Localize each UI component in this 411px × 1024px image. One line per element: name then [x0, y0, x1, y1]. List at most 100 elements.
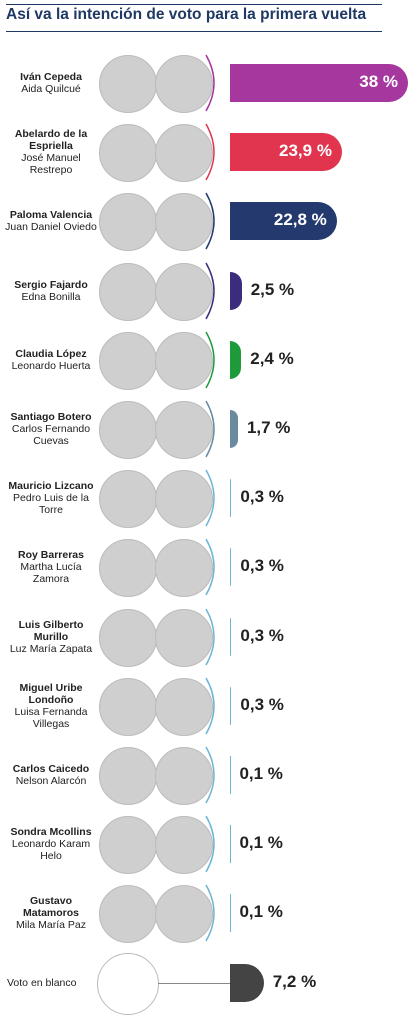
photo [99, 470, 157, 529]
candidate-names: Abelardo de la Espriella José Manuel Rest… [2, 117, 100, 187]
bracket-arc [205, 746, 215, 804]
bracket [205, 885, 215, 942]
running-mate-name: Pedro Luis de la Torre [13, 492, 89, 517]
photo [155, 816, 213, 875]
running-mate-name: Aida Quilcué [21, 83, 81, 95]
value-label: 38 % [359, 72, 398, 91]
bar [230, 617, 232, 656]
blank-circle [97, 952, 159, 1015]
candidate-names: Sondra Mcollins Leonardo Karam Helo [2, 809, 100, 879]
candidate-name: Abelardo de la Espriella [14, 128, 88, 153]
bracket-arc [205, 885, 215, 942]
value-label: 0,1 % [239, 902, 283, 922]
bar [230, 271, 242, 310]
bracket-arc [205, 400, 215, 458]
bracket-arc [205, 677, 215, 735]
candidate-names: Voto en blanco [7, 948, 105, 1018]
candidate-names: Luis Gilberto Murillo Luz María Zapata [2, 602, 100, 672]
candidate-name: Paloma Valencia [9, 209, 93, 222]
bracket-arc [205, 331, 215, 389]
value-label: 0,3 % [240, 556, 284, 576]
photo [99, 193, 157, 252]
candidate-name: Santiago Botero [10, 411, 92, 423]
photo [155, 55, 213, 113]
value-label: 23,9 % [279, 141, 332, 161]
candidate-name: Claudia López [15, 347, 87, 360]
candidate-name: Sergio Fajardo [14, 278, 88, 291]
bracket-arc [205, 815, 215, 873]
photo [155, 885, 213, 944]
photo [155, 193, 213, 252]
bar [230, 410, 238, 448]
running-mate-name: Martha Lucía Zamora [20, 561, 82, 586]
value-label: 0,3 % [240, 694, 284, 714]
photo [155, 262, 213, 321]
candidate-name: Sondra Mcollins [10, 826, 92, 839]
connector [158, 982, 230, 984]
top-rule [6, 4, 382, 5]
photo [155, 401, 213, 459]
chart-title: Así va la intención de voto para la prim… [6, 6, 367, 23]
candidate-names: Sergio Fajardo Edna Bonilla [2, 256, 100, 326]
candidate-name: Roy Barreras [18, 549, 84, 562]
photo [99, 401, 157, 459]
bar [230, 133, 342, 172]
running-mate-name: Carlos Fernando Cuevas [11, 423, 91, 447]
bracket [205, 746, 215, 804]
candidate-names: Carlos Caicedo Nelson Alarcón [2, 740, 100, 810]
bar [230, 963, 264, 1002]
candidate-names: Paloma Valencia Juan Daniel Oviedo [2, 186, 100, 256]
running-mate-name: Nelson Alarcón [15, 775, 87, 787]
bracket [205, 539, 215, 596]
running-mate-name: Mila María Paz [15, 919, 87, 932]
photo [99, 608, 157, 667]
candidate-name: Miguel Uribe Londoño [19, 681, 83, 706]
candidate-names: Claudia López Leonardo Huerta [2, 325, 100, 395]
bracket [205, 54, 215, 112]
candidate-name: Gustavo Matamoros [22, 895, 79, 920]
title-rule [6, 31, 382, 32]
candidate-name: Mauricio Lizcano [8, 480, 94, 493]
candidate-names: Mauricio Lizcano Pedro Luis de la Torre [2, 463, 100, 533]
bracket [205, 193, 215, 250]
running-mate-name: José Manuel Restrepo [21, 152, 81, 177]
bar [230, 479, 232, 518]
photo [99, 816, 157, 875]
photo [155, 539, 213, 598]
photo [155, 470, 213, 529]
candidate-names: Iván Cepeda Aida Quilcué [2, 48, 100, 118]
value-label: 1,7 % [246, 418, 291, 437]
value-label: 2,4 % [250, 348, 294, 368]
photo [99, 262, 157, 321]
bar [230, 202, 337, 241]
photo [155, 124, 213, 183]
running-mate-name: Leonardo Huerta [11, 359, 91, 372]
running-mate-name: Luisa Fernanda Villegas [14, 705, 88, 730]
candidate-name: Luis Gilberto Murillo [18, 618, 84, 643]
photo [155, 608, 213, 667]
photo [99, 539, 157, 598]
value-label: 2,5 % [250, 279, 295, 299]
running-mate-name: Edna Bonilla [21, 290, 81, 303]
photo [99, 677, 157, 736]
candidate-name: Iván Cepeda [20, 71, 82, 83]
photo [99, 124, 157, 183]
value-label: 0,3 % [240, 625, 284, 645]
running-mate-name: Leonardo Karam Helo [11, 838, 91, 863]
value-label: 0,1 % [239, 764, 283, 783]
candidate-names: Gustavo Matamoros Mila María Paz [2, 878, 100, 948]
photo [99, 331, 157, 390]
category-name: Voto en blanco [7, 976, 77, 989]
value-label: 7,2 % [272, 971, 317, 991]
photo [155, 747, 213, 805]
bracket-arc [205, 539, 215, 596]
photo [155, 677, 213, 736]
photo [155, 331, 213, 390]
bar [230, 548, 232, 587]
running-mate-name: Juan Daniel Oviedo [5, 221, 97, 234]
candidate-names: Santiago Botero Carlos Fernando Cuevas [2, 394, 100, 464]
bracket [205, 815, 215, 873]
photo [99, 55, 157, 113]
value-label: 22,8 % [273, 210, 327, 230]
